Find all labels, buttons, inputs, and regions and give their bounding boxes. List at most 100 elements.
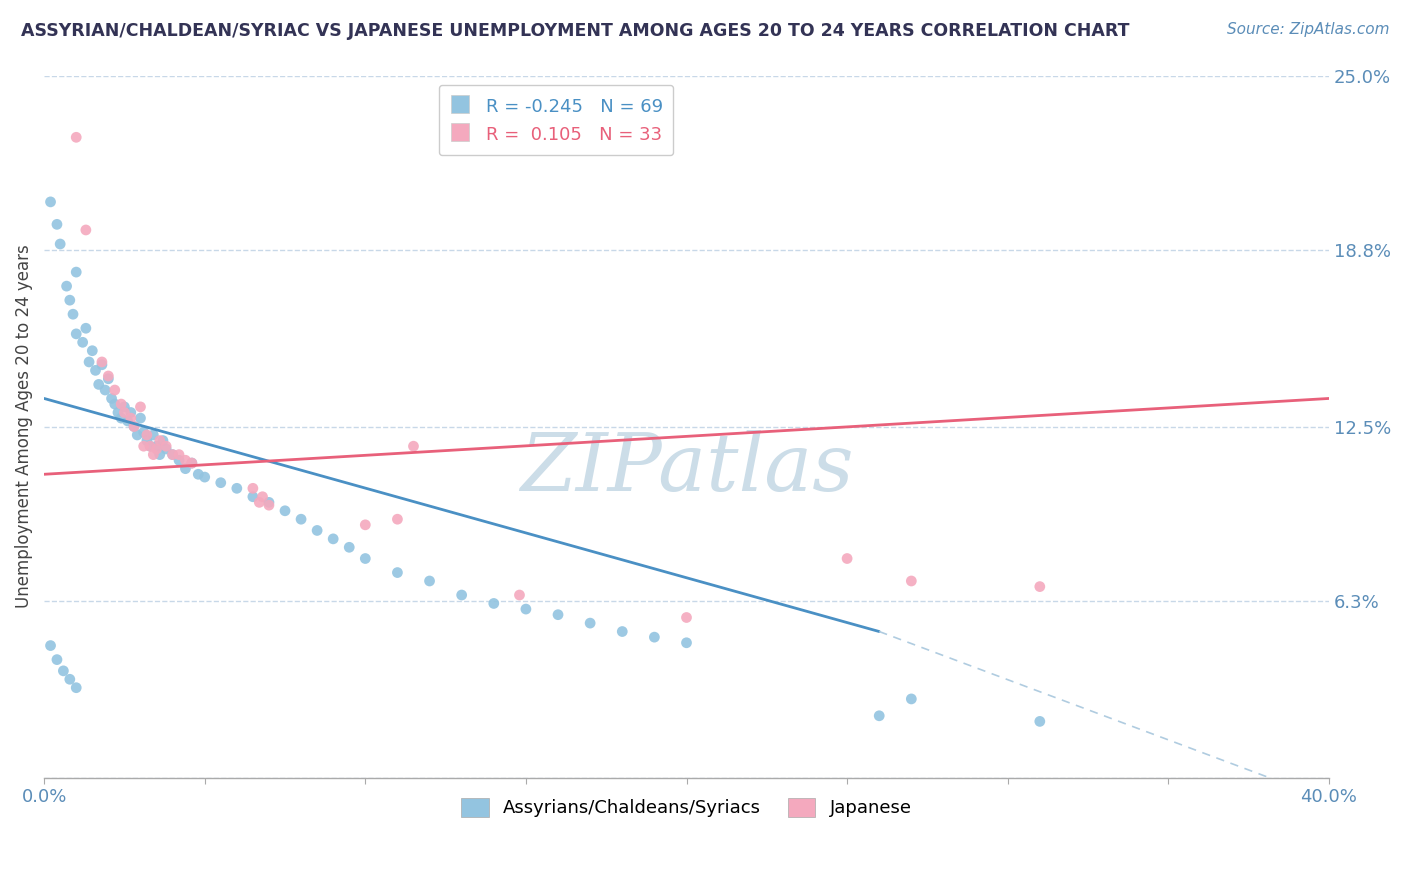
Point xyxy=(75,223,97,237)
Text: Source: ZipAtlas.com: Source: ZipAtlas.com xyxy=(1226,22,1389,37)
Point xyxy=(97,369,120,384)
Point xyxy=(225,481,247,495)
Point xyxy=(129,400,152,414)
Point xyxy=(87,377,110,392)
Point xyxy=(49,237,72,252)
Point xyxy=(337,541,360,555)
Point xyxy=(122,419,145,434)
Point xyxy=(643,630,665,644)
Point xyxy=(84,363,107,377)
Point xyxy=(868,708,890,723)
Point xyxy=(612,624,634,639)
Point xyxy=(482,597,505,611)
Point xyxy=(94,383,117,397)
Point xyxy=(139,439,162,453)
Point xyxy=(162,448,184,462)
Point xyxy=(117,414,139,428)
Point xyxy=(59,293,82,308)
Point xyxy=(354,517,377,532)
Text: ZIPatlas: ZIPatlas xyxy=(520,430,853,508)
Point xyxy=(402,439,425,453)
Point xyxy=(82,343,104,358)
Point xyxy=(194,470,217,484)
Point xyxy=(180,456,202,470)
Point xyxy=(46,218,69,232)
Point xyxy=(112,405,135,419)
Point xyxy=(354,551,377,566)
Point xyxy=(387,512,409,526)
Point xyxy=(835,551,858,566)
Point xyxy=(100,392,122,406)
Point xyxy=(900,574,922,588)
Point xyxy=(110,411,132,425)
Point xyxy=(129,411,152,425)
Point xyxy=(132,439,155,453)
Point xyxy=(65,326,87,341)
Point xyxy=(180,456,202,470)
Point xyxy=(257,495,280,509)
Point xyxy=(155,442,177,456)
Point xyxy=(1029,580,1052,594)
Point xyxy=(1029,714,1052,729)
Point xyxy=(135,428,157,442)
Point xyxy=(62,307,84,321)
Point xyxy=(72,335,94,350)
Point xyxy=(142,428,165,442)
Point xyxy=(242,490,264,504)
Point xyxy=(97,372,120,386)
Point xyxy=(110,397,132,411)
Point xyxy=(900,692,922,706)
Point xyxy=(107,405,129,419)
Point xyxy=(122,419,145,434)
Point xyxy=(39,639,62,653)
Point xyxy=(252,490,274,504)
Point xyxy=(127,428,149,442)
Point xyxy=(162,448,184,462)
Point xyxy=(39,194,62,209)
Point xyxy=(55,279,77,293)
Point xyxy=(46,652,69,666)
Point xyxy=(274,504,297,518)
Point xyxy=(675,636,697,650)
Point xyxy=(145,442,167,456)
Point xyxy=(450,588,472,602)
Point xyxy=(247,495,270,509)
Point xyxy=(65,681,87,695)
Point xyxy=(65,265,87,279)
Point xyxy=(257,498,280,512)
Point xyxy=(90,358,112,372)
Legend: Assyrians/Chaldeans/Syriacs, Japanese: Assyrians/Chaldeans/Syriacs, Japanese xyxy=(454,791,918,825)
Point xyxy=(52,664,75,678)
Point xyxy=(135,434,157,448)
Point xyxy=(152,434,174,448)
Point xyxy=(112,400,135,414)
Y-axis label: Unemployment Among Ages 20 to 24 years: Unemployment Among Ages 20 to 24 years xyxy=(15,244,32,608)
Point xyxy=(167,448,190,462)
Point xyxy=(75,321,97,335)
Point xyxy=(104,397,127,411)
Point xyxy=(120,411,142,425)
Point xyxy=(167,453,190,467)
Point xyxy=(242,481,264,495)
Point xyxy=(508,588,530,602)
Text: ASSYRIAN/CHALDEAN/SYRIAC VS JAPANESE UNEMPLOYMENT AMONG AGES 20 TO 24 YEARS CORR: ASSYRIAN/CHALDEAN/SYRIAC VS JAPANESE UNE… xyxy=(21,22,1129,40)
Point xyxy=(387,566,409,580)
Point xyxy=(290,512,312,526)
Point xyxy=(142,448,165,462)
Point xyxy=(149,434,172,448)
Point xyxy=(419,574,441,588)
Point xyxy=(132,425,155,439)
Point xyxy=(675,610,697,624)
Point xyxy=(209,475,232,490)
Point xyxy=(145,439,167,453)
Point xyxy=(307,524,329,538)
Point xyxy=(77,355,100,369)
Point xyxy=(59,673,82,687)
Point xyxy=(65,130,87,145)
Point xyxy=(120,405,142,419)
Point xyxy=(187,467,209,482)
Point xyxy=(579,616,602,631)
Point xyxy=(515,602,537,616)
Point xyxy=(90,355,112,369)
Point xyxy=(149,448,172,462)
